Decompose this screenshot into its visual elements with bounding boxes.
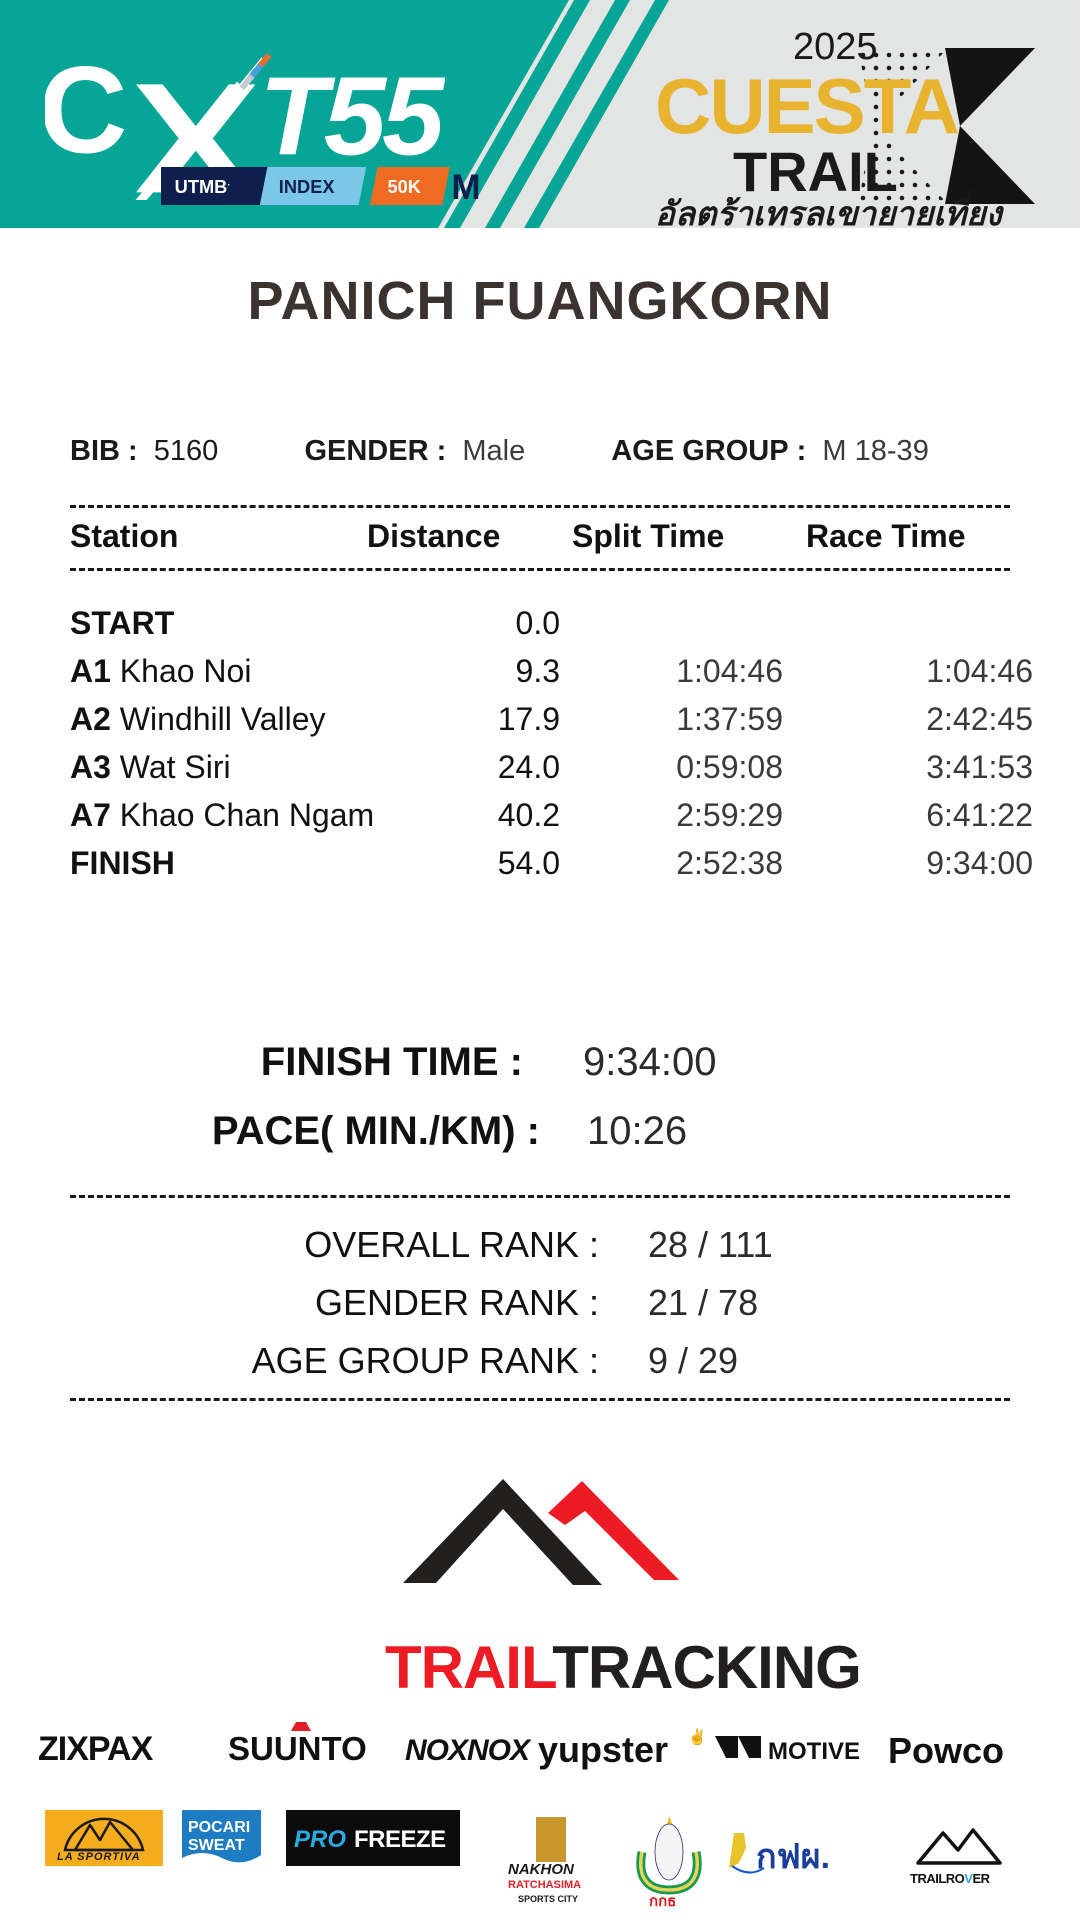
svg-text:TRAIL: TRAIL [733, 140, 898, 203]
svg-text:MOTIVE: MOTIVE [768, 1738, 860, 1765]
svg-text:SWEAT: SWEAT [188, 1837, 245, 1854]
svg-text:TRAILTRACKING: TRAILTRACKING [385, 1634, 861, 1701]
svg-text:อัลตร้าเทรลเขายายเที่ยง: อัลตร้าเทรลเขายายเที่ยง [655, 190, 1005, 228]
svg-text:FREEZE: FREEZE [354, 1826, 446, 1853]
svg-text:NOXNOX: NOXNOX [405, 1734, 532, 1767]
svg-text:กฟผ.: กฟผ. [756, 1838, 830, 1876]
svg-text:SPORTS CITY: SPORTS CITY [518, 1894, 578, 1904]
svg-text:POCARI: POCARI [188, 1819, 250, 1836]
svg-text:yupster: yupster [538, 1729, 668, 1770]
svg-text:TRAILROVER: TRAILROVER [910, 1871, 991, 1886]
svg-text:T55: T55 [259, 54, 445, 179]
svg-text:50K: 50K [387, 176, 420, 197]
svg-text:Powco: Powco [888, 1730, 1004, 1771]
svg-text:M: M [451, 168, 480, 205]
svg-text:UTMB·: UTMB· [175, 176, 231, 197]
svg-text:✌: ✌ [688, 1727, 707, 1746]
svg-text:ZIXPAX: ZIXPAX [38, 1730, 154, 1768]
svg-text:CUESTA: CUESTA [655, 62, 959, 150]
svg-text:NAKHON: NAKHON [508, 1861, 575, 1878]
svg-text:INDEX: INDEX [279, 176, 335, 197]
svg-text:LA SPORTIVA: LA SPORTIVA [57, 1851, 141, 1863]
svg-text:RATCHASIMA: RATCHASIMA [508, 1879, 581, 1891]
svg-text:C: C [45, 43, 126, 180]
svg-text:PRO: PRO [294, 1826, 346, 1853]
svg-text:SUUNTO: SUUNTO [228, 1730, 367, 1767]
svg-text:กกธ: กกธ [649, 1893, 676, 1910]
